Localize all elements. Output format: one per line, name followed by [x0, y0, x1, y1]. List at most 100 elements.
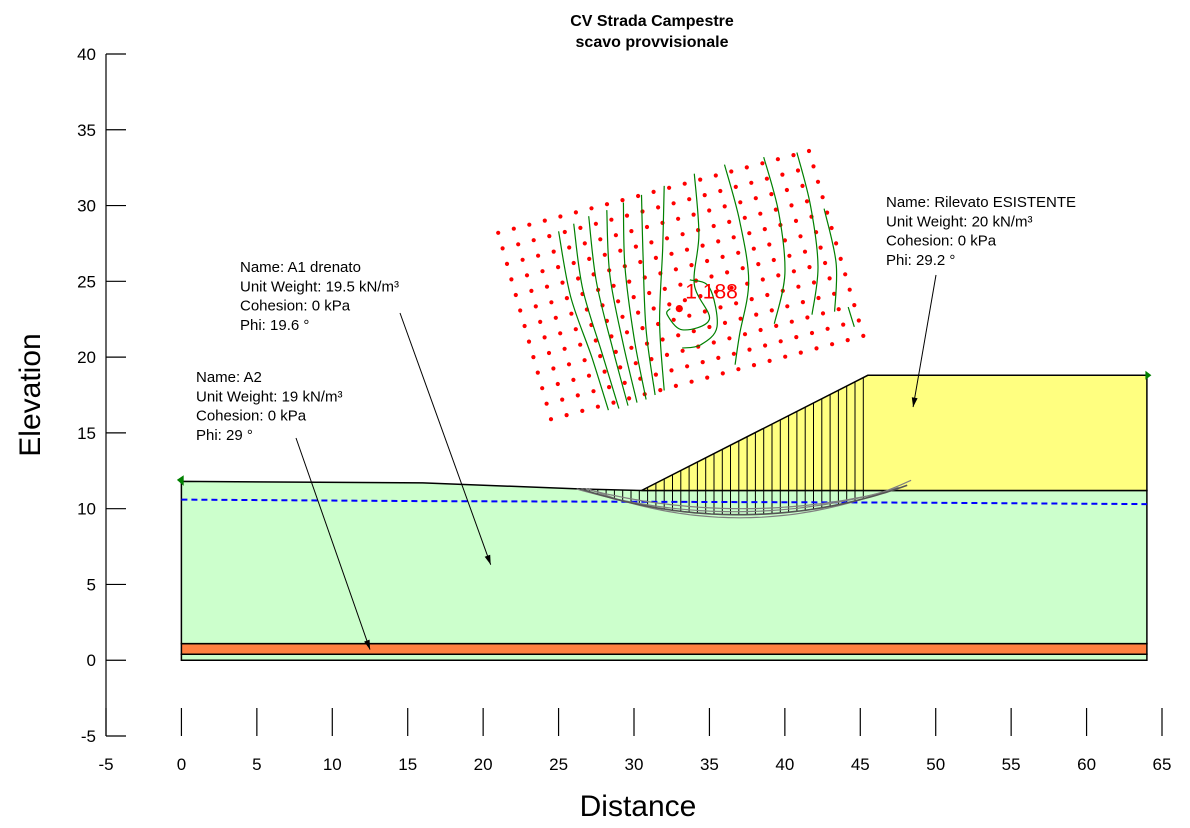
grid-point — [711, 223, 716, 229]
material-label-line: Cohesion: 0 kPa — [886, 233, 997, 250]
factor-of-safety-label: 1.188 — [685, 281, 738, 304]
grid-point — [673, 267, 679, 272]
grid-point — [667, 185, 672, 190]
grid-point — [756, 262, 761, 267]
critical-center: 1.188 — [675, 281, 738, 313]
grid-point — [540, 269, 545, 274]
grid-point — [622, 380, 627, 385]
grid-point — [700, 360, 705, 365]
grid-point — [571, 377, 576, 382]
grid-point — [713, 289, 719, 294]
grid-point — [500, 246, 505, 251]
grid-point — [700, 243, 705, 248]
grid-point — [556, 265, 561, 270]
chart-title: CV Strada Campestre scavo provvisionale — [570, 13, 734, 51]
grid-point — [747, 347, 752, 352]
y-tick-label: 10 — [77, 500, 96, 519]
grid-point — [551, 366, 556, 371]
grid-point — [653, 255, 659, 260]
grid-point — [602, 252, 607, 257]
contour-line-12 — [796, 152, 819, 315]
material-labels: Name: A1 drenato Unit Weight: 19.5 kN/m³ C… — [196, 194, 1076, 650]
x-tick-label: 35 — [700, 755, 719, 774]
grid-point — [738, 316, 743, 321]
grid-point — [647, 290, 652, 296]
grid-point — [671, 317, 676, 322]
grid-point — [636, 310, 641, 315]
critical-slip-surface — [580, 484, 908, 516]
material-arrow — [295, 437, 371, 650]
grid-point — [527, 222, 532, 227]
grid-point — [754, 312, 759, 317]
grid-point — [598, 354, 603, 359]
material-label-line: Unit Weight: 19.5 kN/m³ — [240, 278, 399, 295]
grid-point — [707, 208, 712, 213]
material-label-line: Phi: 19.6 ° — [240, 317, 309, 334]
contour-line-9 — [682, 279, 718, 349]
grid-point — [763, 343, 768, 348]
grid-point — [696, 228, 701, 233]
contour-line-2 — [573, 223, 620, 409]
grid-point — [636, 193, 641, 199]
grid-point — [804, 199, 810, 204]
grid-point — [687, 313, 692, 318]
y-tick-label: 25 — [77, 272, 96, 291]
grid-point — [651, 306, 656, 311]
grid-point — [593, 221, 599, 226]
slip-surfaces — [576, 479, 912, 519]
grid-point — [582, 358, 587, 363]
grid-point — [731, 351, 737, 356]
material-label-line: Cohesion: 0 kPa — [240, 298, 351, 315]
grid-point — [546, 350, 552, 356]
grid-point — [760, 277, 765, 282]
grid-point — [627, 279, 632, 284]
grid-point — [680, 348, 685, 353]
grid-point — [776, 273, 781, 278]
grid-point — [595, 404, 601, 409]
grid-point — [631, 295, 636, 300]
slice-lines — [589, 377, 864, 515]
grid-point — [580, 408, 585, 413]
grid-point — [782, 238, 788, 243]
left-end-marker — [176, 475, 184, 486]
grid-point — [562, 346, 567, 351]
grid-point — [707, 324, 712, 330]
grid-point — [773, 207, 779, 212]
search-grid — [496, 148, 866, 422]
grid-point — [802, 249, 808, 254]
grid-point — [548, 417, 554, 422]
contour-line-7 — [658, 185, 665, 391]
soil-geometry — [176, 370, 1152, 661]
grid-point — [542, 335, 547, 340]
material-label-line: Unit Weight: 19 kN/m³ — [196, 388, 342, 405]
grid-point — [809, 330, 815, 336]
grid-point — [533, 304, 538, 309]
grid-point — [861, 333, 866, 338]
grid-point — [536, 253, 541, 258]
grid-point — [573, 210, 579, 215]
material-arrow — [399, 312, 492, 565]
grid-point — [620, 198, 625, 203]
y-tick-label: 35 — [77, 121, 96, 140]
grid-point — [807, 265, 812, 270]
grid-point — [762, 227, 767, 232]
grid-point — [611, 283, 616, 288]
contour-line-11 — [763, 156, 786, 324]
grid-point — [664, 352, 670, 357]
grid-point — [733, 184, 738, 189]
grid-point — [684, 247, 690, 252]
contour-line-1 — [558, 231, 609, 411]
material-label-line: Phi: 29.2 ° — [886, 252, 955, 269]
grid-point — [522, 323, 527, 329]
water-table — [181, 498, 1147, 506]
grid-point — [513, 292, 518, 298]
grid-point — [778, 339, 783, 344]
grid-point — [843, 272, 848, 277]
grid-point — [767, 358, 772, 363]
grid-point — [795, 168, 801, 173]
grid-point — [538, 319, 543, 324]
grid-point — [722, 320, 728, 325]
grid-point — [758, 211, 763, 216]
x-tick-label: 40 — [775, 755, 794, 774]
